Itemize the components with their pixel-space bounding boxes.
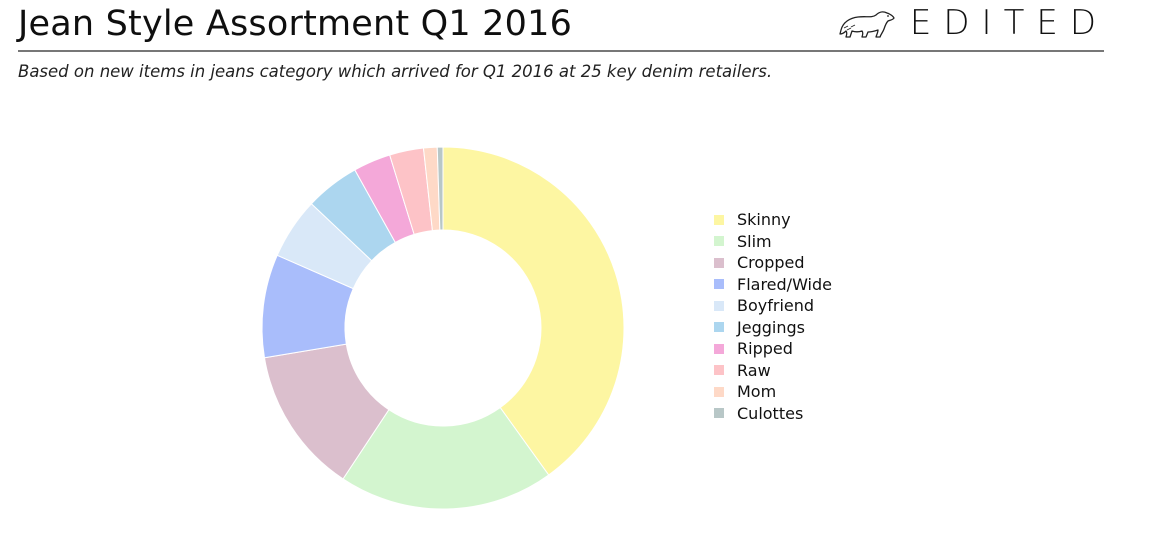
legend-label: Jeggings	[737, 317, 805, 337]
legend-swatch	[714, 365, 724, 376]
legend-item-raw: Raw	[714, 360, 832, 382]
legend-swatch	[714, 236, 724, 247]
polar-bear-icon	[839, 11, 895, 38]
legend-item-slim: Slim	[714, 231, 832, 253]
legend-label: Skinny	[737, 210, 791, 230]
legend-label: Mom	[737, 382, 777, 402]
legend-item-skinny: Skinny	[714, 209, 832, 231]
donut-slice-culottes	[436, 146, 444, 231]
legend-swatch	[714, 279, 724, 290]
legend-item-jeggings: Jeggings	[714, 317, 832, 339]
legend-swatch	[714, 257, 724, 268]
legend-item-ripped: Ripped	[714, 338, 832, 360]
header-divider	[18, 50, 1104, 52]
chart-legend: Skinny Slim Cropped Flared/Wide Boyfriend Jeg…	[714, 209, 832, 424]
legend-swatch	[714, 322, 724, 333]
legend-item-cropped: Cropped	[714, 252, 832, 274]
legend-swatch	[714, 300, 724, 311]
legend-swatch	[714, 343, 724, 354]
legend-swatch	[714, 214, 724, 225]
legend-label: Raw	[737, 360, 771, 380]
donut-slice-skinny	[442, 146, 625, 476]
page-title: Jean Style Assortment Q1 2016	[18, 4, 573, 44]
legend-label: Ripped	[737, 339, 793, 359]
legend-label: Boyfriend	[737, 296, 815, 316]
legend-item-flared-wide: Flared/Wide	[714, 274, 832, 296]
legend-label: Slim	[737, 231, 772, 251]
legend-label: Cropped	[737, 253, 805, 273]
chart-subtitle: Based on new items in jeans category whi…	[18, 62, 773, 81]
legend-item-culottes: Culottes	[714, 403, 832, 425]
legend-label: Culottes	[737, 403, 804, 423]
legend-label: Flared/Wide	[737, 274, 832, 294]
donut-slice-slim	[342, 406, 550, 510]
legend-swatch	[714, 408, 724, 419]
legend-swatch	[714, 386, 724, 397]
legend-item-boyfriend: Boyfriend	[714, 295, 832, 317]
brand-logo: EDITED	[838, 6, 1108, 40]
legend-item-mom: Mom	[714, 381, 832, 403]
brand-wordmark: EDITED	[909, 3, 1108, 43]
